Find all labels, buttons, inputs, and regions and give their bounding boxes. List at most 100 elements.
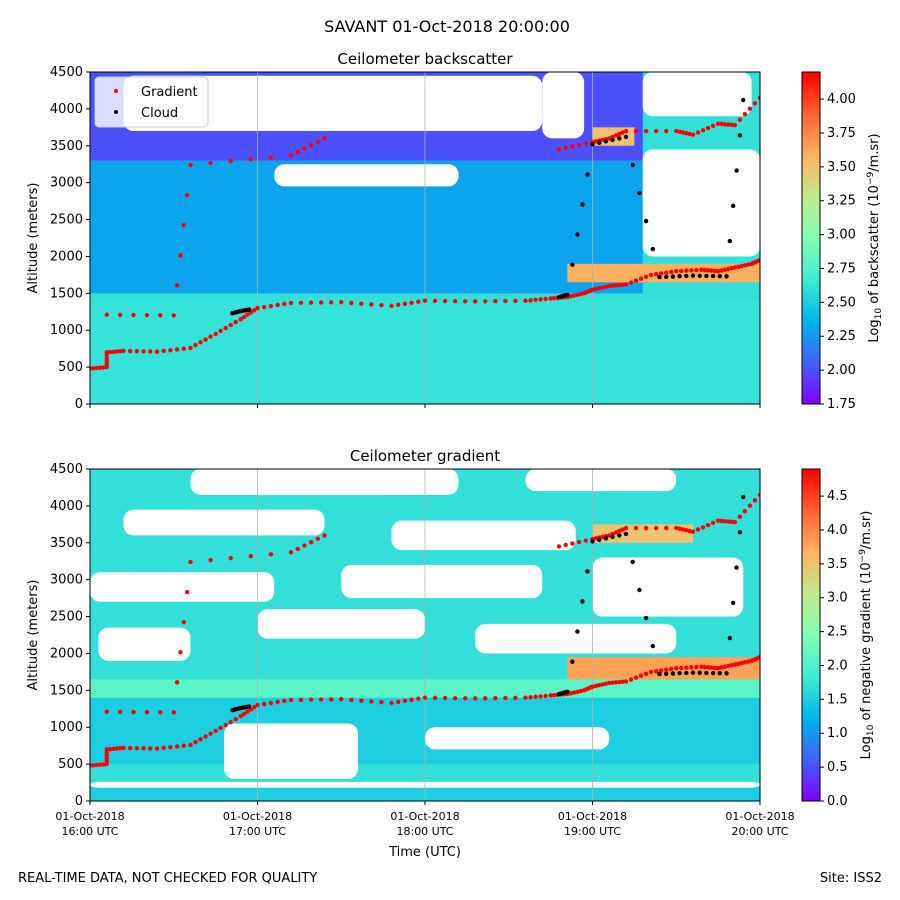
backscatter-title: Ceilometer backscatter <box>337 50 513 68</box>
y-tick-label: 500 <box>58 360 83 375</box>
colorbar-tick-label: 0.0 <box>827 794 848 809</box>
gradient-point <box>315 139 320 144</box>
gradient-point <box>643 128 649 134</box>
gradient-point <box>513 695 518 701</box>
site-label: Site: ISS2 <box>820 871 882 886</box>
gradient-point <box>695 527 701 532</box>
gradient-point <box>620 130 625 135</box>
gradient-point <box>329 300 334 305</box>
gradient-point <box>725 519 731 524</box>
cloud-point <box>590 539 595 544</box>
gradient-point <box>705 268 711 273</box>
gradient-point <box>725 122 731 127</box>
gradient-point <box>633 128 639 134</box>
cloud-point <box>575 629 580 634</box>
colorbar-tick-label: 3.75 <box>827 126 856 141</box>
cloud-point <box>717 671 722 676</box>
gradient-point <box>677 526 682 531</box>
y-tick-label: 2500 <box>50 213 83 228</box>
gradient-point <box>442 298 448 304</box>
gradient-point <box>178 650 183 655</box>
y-tick-label: 1000 <box>50 323 83 338</box>
gradient-point <box>658 271 664 276</box>
gradient-point <box>736 264 741 269</box>
backscatter-y-axis: 0 500 1000 1500 2000 2500 3000 3500 4000 4500 <box>50 65 90 412</box>
cloud-point <box>630 162 635 168</box>
gradient-point <box>503 298 508 304</box>
gradient-point <box>674 525 679 531</box>
gradient-point <box>396 302 401 308</box>
gradient-point <box>389 700 394 706</box>
backscatter-x-axis <box>89 404 761 408</box>
gradient-point <box>171 710 176 715</box>
gradient-point <box>747 106 753 111</box>
gradient-point <box>513 298 518 304</box>
gradient-point <box>620 527 625 532</box>
gradient-point <box>548 693 553 698</box>
x-tick-label: 01-Oct-2018 <box>725 810 794 823</box>
gradient-point <box>742 263 748 268</box>
cloud-point <box>677 274 682 279</box>
gradient-point <box>238 713 243 719</box>
gradient-point <box>684 131 689 136</box>
gradient-colorbar-label: Log10 of negative gradient (10−9/m.sr) <box>858 511 876 760</box>
gradient-point <box>91 763 96 768</box>
cloud-point <box>623 134 629 140</box>
gradient-point <box>117 745 123 751</box>
gradient-point <box>664 667 669 672</box>
gradient-point <box>178 253 183 258</box>
gradient-point <box>268 303 274 309</box>
gradient-point <box>674 269 679 274</box>
cloud-point <box>657 274 662 280</box>
legend-gradient-marker <box>114 89 118 93</box>
gradient-point <box>128 745 133 751</box>
gradient-point <box>689 268 694 273</box>
gradient-point <box>710 123 716 129</box>
cloud-point <box>697 670 702 675</box>
cloud-point <box>643 218 649 224</box>
heatmap-no-data-region <box>90 572 275 602</box>
cloud-point <box>664 671 669 677</box>
gradient-point <box>238 316 243 322</box>
gradient-point <box>245 312 250 317</box>
gradient-point <box>94 365 99 371</box>
cloud-point <box>610 137 615 143</box>
gradient-point <box>121 348 126 354</box>
gradient-point <box>633 278 639 283</box>
colorbar-tick-label: 3.00 <box>827 228 856 243</box>
figure-title: SAVANT 01-Oct-2018 20:00:00 <box>324 17 570 36</box>
gradient-point <box>111 349 116 354</box>
gradient-point <box>251 705 257 710</box>
gradient-point <box>402 698 408 704</box>
gradient-point <box>648 272 654 278</box>
cloud-point <box>643 615 649 621</box>
gradient-point <box>396 699 401 705</box>
gradient-point <box>213 331 218 337</box>
gradient-point <box>732 122 738 128</box>
gradient-point <box>223 722 228 728</box>
gradient-point <box>295 546 300 552</box>
cloud-point <box>737 133 743 138</box>
gradient-point <box>302 543 307 548</box>
gradient-point <box>607 283 612 289</box>
cloud-point <box>741 494 746 500</box>
gradient-point <box>669 269 674 275</box>
gradient-point <box>729 519 734 525</box>
gradient-point <box>503 695 508 701</box>
gradient-point <box>603 284 609 289</box>
gradient-point <box>188 742 193 748</box>
cloud-point <box>734 565 739 570</box>
colorbar-tick-label: 1.0 <box>827 726 848 741</box>
gradient-point <box>198 340 203 345</box>
gradient-point <box>607 533 612 538</box>
gradient-point <box>757 257 760 263</box>
colorbar-tick-label: 3.0 <box>827 591 848 606</box>
quality-notice: REAL-TIME DATA, NOT CHECKED FOR QUALITY <box>18 871 317 886</box>
gradient-point <box>747 503 753 508</box>
gradient-point <box>193 739 198 745</box>
gradient-point <box>171 313 176 318</box>
cloud-point <box>650 643 655 649</box>
gradient-point <box>613 530 619 535</box>
x-tick-label: 17:00 UTC <box>229 825 286 838</box>
gradient-point <box>633 675 639 680</box>
